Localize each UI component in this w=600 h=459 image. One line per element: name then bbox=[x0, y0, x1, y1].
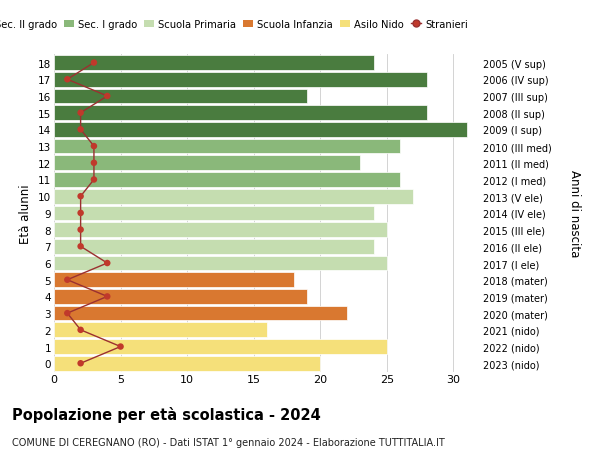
Bar bbox=[54, 223, 387, 237]
Legend: Sec. II grado, Sec. I grado, Scuola Primaria, Scuola Infanzia, Asilo Nido, Stran: Sec. II grado, Sec. I grado, Scuola Prim… bbox=[0, 16, 472, 34]
Bar bbox=[54, 140, 400, 154]
Point bbox=[76, 210, 85, 217]
Bar bbox=[54, 90, 307, 104]
Point bbox=[76, 326, 85, 334]
Point bbox=[76, 126, 85, 134]
Bar bbox=[54, 273, 293, 287]
Point bbox=[89, 160, 99, 167]
Bar bbox=[54, 190, 413, 204]
Point bbox=[89, 60, 99, 67]
Bar bbox=[54, 206, 373, 221]
Bar bbox=[54, 356, 320, 371]
Point bbox=[62, 76, 72, 84]
Point bbox=[76, 243, 85, 251]
Bar bbox=[54, 323, 267, 337]
Point bbox=[103, 293, 112, 301]
Point bbox=[62, 276, 72, 284]
Y-axis label: Anni di nascita: Anni di nascita bbox=[568, 170, 581, 257]
Point bbox=[76, 226, 85, 234]
Point bbox=[89, 143, 99, 151]
Point bbox=[76, 193, 85, 201]
Bar bbox=[54, 173, 400, 187]
Point bbox=[89, 176, 99, 184]
Bar bbox=[54, 306, 347, 321]
Text: Popolazione per età scolastica - 2024: Popolazione per età scolastica - 2024 bbox=[12, 406, 321, 422]
Point bbox=[62, 310, 72, 317]
Point bbox=[103, 93, 112, 101]
Point bbox=[76, 360, 85, 367]
Bar bbox=[54, 290, 307, 304]
Point bbox=[76, 110, 85, 117]
Bar bbox=[54, 73, 427, 87]
Bar bbox=[54, 240, 373, 254]
Bar bbox=[54, 256, 387, 271]
Point bbox=[103, 260, 112, 267]
Bar bbox=[54, 106, 427, 121]
Bar bbox=[54, 156, 360, 171]
Y-axis label: Età alunni: Età alunni bbox=[19, 184, 32, 243]
Bar bbox=[54, 123, 467, 137]
Bar bbox=[54, 56, 373, 71]
Text: COMUNE DI CEREGNANO (RO) - Dati ISTAT 1° gennaio 2024 - Elaborazione TUTTITALIA.: COMUNE DI CEREGNANO (RO) - Dati ISTAT 1°… bbox=[12, 437, 445, 447]
Point bbox=[116, 343, 125, 351]
Bar bbox=[54, 340, 387, 354]
